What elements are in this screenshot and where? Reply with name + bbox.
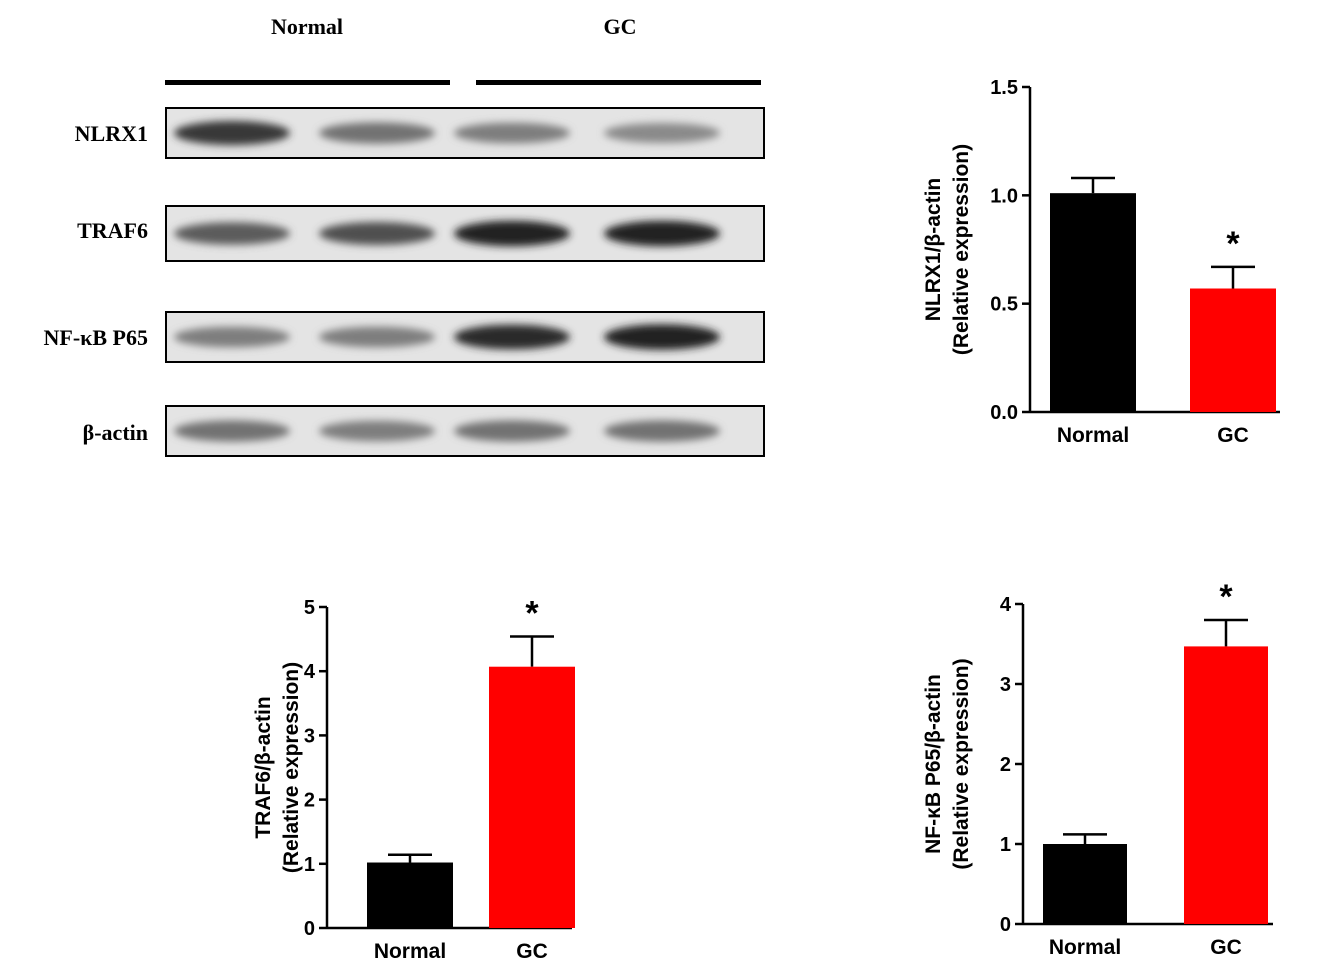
- y-axis-label-sub: (Relative expression): [950, 658, 973, 869]
- y-tick-label: 2: [304, 790, 315, 812]
- bar-gc: [489, 666, 575, 928]
- y-axis-label: TRAF6/β-actin: [252, 696, 275, 838]
- blot-band: [319, 326, 435, 348]
- chart-nlrx1: 0.0 0.5 1.0 1.5 NLRX1/β-actin (Relative expre…: [922, 77, 1280, 447]
- group-label-normal: Normal: [270, 14, 344, 39]
- significance-star: *: [1219, 578, 1233, 616]
- significance-star: *: [1226, 225, 1240, 263]
- blot-label-nfkb: NF-κB P65: [43, 325, 148, 350]
- blot-band: [454, 324, 570, 350]
- y-tick-label: 1: [1000, 834, 1011, 856]
- y-tick-label: 0.5: [990, 294, 1018, 316]
- significance-star: *: [525, 595, 539, 633]
- blot-bands-nfkb: [167, 313, 763, 361]
- blot-band: [454, 122, 570, 144]
- bar-gc: [1184, 646, 1268, 924]
- blot-bands-traf6: [167, 207, 763, 260]
- chart-nfkb: 0 1 2 3 4 NF-κB P65/β-actin (Relative expressi…: [922, 578, 1273, 959]
- blot-band: [604, 324, 720, 350]
- blot-label-nlrx1: NLRX1: [74, 121, 148, 146]
- y-axis-label: NF-κB P65/β-actin: [922, 674, 945, 854]
- y-tick-label: 0: [304, 918, 315, 940]
- y-tick-label: 1.0: [990, 185, 1018, 207]
- group-label-gc: GC: [603, 14, 637, 39]
- group-bar-normal: [165, 80, 450, 85]
- y-tick-label: 0.0: [990, 402, 1018, 424]
- y-axis-label-sub: (Relative expression): [280, 662, 303, 873]
- y-tick-label: 2: [1000, 754, 1011, 776]
- blot-band: [174, 326, 290, 348]
- blot-band: [604, 123, 720, 143]
- group-bar-gc: [476, 80, 761, 85]
- x-tick-label: GC: [1210, 936, 1242, 959]
- blot-panel-traf6: [165, 205, 765, 262]
- blot-band: [319, 222, 435, 245]
- y-axis-label-sub: (Relative expression): [950, 144, 973, 355]
- blot-band: [604, 220, 720, 247]
- blot-bands-bactin: [167, 407, 763, 455]
- blot-bands-nlrx1: [167, 109, 763, 157]
- blot-band: [174, 222, 290, 245]
- blot-band: [319, 420, 435, 442]
- x-tick-label: Normal: [1049, 936, 1121, 959]
- y-tick-label: 0: [1000, 914, 1011, 936]
- blot-panel-nfkb: [165, 311, 765, 363]
- blot-band: [174, 120, 290, 146]
- blot-panel-bactin: [165, 405, 765, 457]
- blot-band: [319, 122, 435, 144]
- blot-label-bactin: β-actin: [82, 420, 148, 445]
- x-tick-label: GC: [1217, 424, 1249, 447]
- blot-band: [454, 220, 570, 247]
- x-tick-label: GC: [516, 940, 548, 963]
- chart-traf6: 0 1 2 3 4 5 TRAF6/β-actin (Relative expression)…: [252, 595, 575, 963]
- bar-gc: [1190, 288, 1276, 412]
- y-axis-label: NLRX1/β-actin: [922, 178, 945, 322]
- blot-band: [454, 420, 570, 442]
- bar-normal: [1050, 193, 1136, 412]
- y-tick-label: 5: [304, 597, 315, 619]
- y-tick-label: 4: [304, 661, 316, 683]
- x-tick-label: Normal: [374, 940, 446, 963]
- y-tick-label: 3: [1000, 674, 1011, 696]
- bar-normal: [367, 862, 453, 928]
- y-tick-label: 1: [304, 854, 315, 876]
- y-tick-label: 4: [1000, 594, 1012, 616]
- y-tick-label: 1.5: [990, 77, 1018, 99]
- bar-normal: [1043, 844, 1127, 924]
- blot-panel-nlrx1: [165, 107, 765, 159]
- x-tick-label: Normal: [1057, 424, 1129, 447]
- blot-label-traf6: TRAF6: [77, 218, 148, 243]
- blot-band: [604, 420, 720, 442]
- blot-band: [174, 420, 290, 442]
- y-tick-label: 3: [304, 725, 315, 747]
